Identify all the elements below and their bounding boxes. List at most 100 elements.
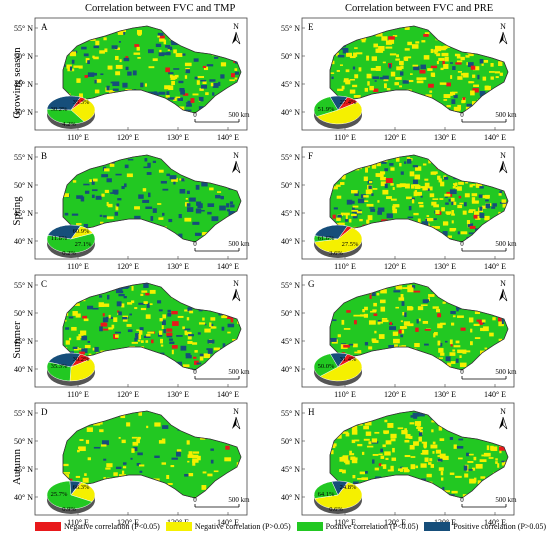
lat-tick-label: 50° N	[281, 52, 300, 61]
pie-label-pos: 27.1%	[75, 241, 92, 248]
pie-chart	[46, 95, 96, 129]
north-label: N	[500, 279, 506, 288]
scale-bar-value: 500 km	[495, 496, 517, 504]
pie-label-neg-sig: 0.2%	[62, 250, 76, 257]
map-frame	[34, 274, 248, 388]
map-frame	[301, 17, 515, 131]
lon-tick-label: 130° E	[167, 390, 189, 399]
lat-tick-label: 45° N	[14, 209, 33, 218]
lat-tick-label: 50° N	[281, 309, 300, 318]
map-svg: 55° N 50° N 45° N 40° N 110° E 120° E 130° E 14…	[281, 274, 517, 399]
scale-bar-zero: 0	[460, 240, 464, 248]
legend-label-neg: Negative correlation (P>0.05)	[194, 521, 291, 531]
scale-bar-value: 500 km	[495, 111, 517, 119]
lat-tick-label: 40° N	[281, 365, 300, 374]
pie-slice-neg	[69, 358, 96, 382]
lat-tick-label: 50° N	[14, 181, 33, 190]
pie-slice-pos-sig	[313, 481, 339, 499]
lon-tick-label: 110° E	[67, 133, 89, 142]
north-arrow-icon	[499, 416, 508, 430]
lon-tick-label: 140° E	[484, 133, 506, 142]
legend-item-pos-sig: Positive correlation (P<0.05)	[296, 521, 419, 531]
lon-tick-label: 110° E	[334, 262, 356, 271]
lon-tick-label: 130° E	[434, 133, 456, 142]
pie-label-neg-sig: 0.6%	[329, 506, 343, 513]
pie-chart	[46, 480, 96, 514]
region-outline	[329, 25, 509, 114]
lon-tick-label: 140° E	[217, 133, 239, 142]
pie-label-neg: 30.2%	[51, 106, 68, 113]
pie-slice-pos-sig	[46, 233, 96, 254]
lon-tick-label: 120° E	[384, 133, 406, 142]
lon-tick-label: 120° E	[384, 262, 406, 271]
north-arrow-icon	[499, 288, 508, 302]
pie-label-neg: 25.7%	[51, 491, 68, 498]
map-frame	[301, 274, 515, 388]
study-region	[62, 25, 242, 114]
pie-label-neg: 51.9%	[318, 106, 335, 113]
pie-slice-pos-sig	[46, 480, 93, 510]
scale-bar-zero: 0	[460, 496, 464, 504]
lon-tick-label: 140° E	[217, 518, 239, 527]
map-panel-a: 55° N 50° N 45° N 40° N 110° E 120° E 130° E 14…	[5, 17, 250, 144]
pie-label-pos-sig: 66.3%	[73, 484, 90, 491]
lat-tick-label: 50° N	[14, 52, 33, 61]
scale-bar-zero: 0	[193, 368, 197, 376]
region-outline	[62, 282, 242, 371]
legend-item-pos: Positive correlation (P>0.05)	[424, 521, 546, 531]
pie-slice-neg	[314, 482, 363, 510]
panel-letter: A	[41, 22, 48, 32]
lon-tick-label: 120° E	[384, 518, 406, 527]
column-title-pre: Correlation between FVC and PRE	[345, 3, 494, 14]
map-frame	[34, 402, 248, 516]
pie-slice-pos	[47, 224, 81, 240]
lon-tick-label: 120° E	[117, 262, 139, 271]
pie-slice-pos-sig	[313, 353, 339, 377]
study-region	[62, 154, 242, 243]
pie-label-pos: 27.5%	[342, 241, 359, 248]
lat-tick-label: 55° N	[281, 281, 300, 290]
pie-label-pos-sig: 27.4%	[340, 99, 357, 106]
scale-bar-value: 500 km	[228, 368, 250, 376]
legend-swatch-neg-sig	[35, 521, 61, 531]
map-panel-e: 55° N 50° N 45° N 40° N 110° E 120° E 130° E 14…	[272, 17, 517, 144]
lat-tick-label: 40° N	[281, 493, 300, 502]
map-panel-b: 55° N 50° N 45° N 40° N 110° E 120° E 130° E 14…	[5, 146, 250, 273]
legend-label-pos-sig: Positive correlation (P<0.05)	[325, 521, 419, 531]
lat-tick-label: 55° N	[281, 24, 300, 33]
north-label: N	[233, 279, 239, 288]
north-label: N	[233, 407, 239, 416]
lat-tick-label: 45° N	[281, 209, 300, 218]
pie-label-pos-sig: 30.2%	[73, 356, 90, 363]
legend-item-neg-sig: Negative correlation (P<0.05)	[35, 521, 160, 531]
pie-chart	[313, 95, 363, 129]
lat-tick-label: 40° N	[281, 108, 300, 117]
map-svg: 55° N 50° N 45° N 40° N 110° E 120° E 130° E 14…	[14, 146, 250, 271]
map-svg: 55° N 50° N 45° N 40° N 110° E 120° E 130° E 14…	[14, 274, 250, 399]
lat-tick-label: 55° N	[14, 409, 33, 418]
pie-slice-pos-sig	[46, 361, 72, 382]
north-arrow-icon	[499, 31, 508, 45]
pie-chart	[313, 480, 363, 514]
scale-bar-zero: 0	[193, 240, 197, 248]
north-arrow-icon	[232, 160, 241, 174]
lon-tick-label: 120° E	[117, 133, 139, 142]
map-svg: 55° N 50° N 45° N 40° N 110° E 120° E 130° E 14…	[281, 146, 517, 271]
region-outline	[62, 25, 242, 114]
north-label: N	[500, 151, 506, 160]
region-outline	[329, 154, 509, 243]
scale-bar-value: 500 km	[228, 240, 250, 248]
map-panel-c: 55° N 50° N 45° N 40° N 110° E 120° E 130° E 14…	[5, 274, 250, 401]
region-outline	[62, 154, 242, 243]
pie-slice-pos	[314, 224, 348, 240]
pie-slice-neg	[319, 357, 363, 382]
lat-tick-label: 50° N	[14, 309, 33, 318]
pie-chart	[313, 352, 363, 386]
lat-tick-label: 45° N	[14, 465, 33, 474]
pie-label-pos-sig: 24.8%	[340, 484, 357, 491]
legend-swatch-pos	[424, 521, 451, 531]
north-label: N	[233, 22, 239, 31]
panel-letter: G	[308, 279, 315, 289]
panel-letter: C	[41, 279, 47, 289]
